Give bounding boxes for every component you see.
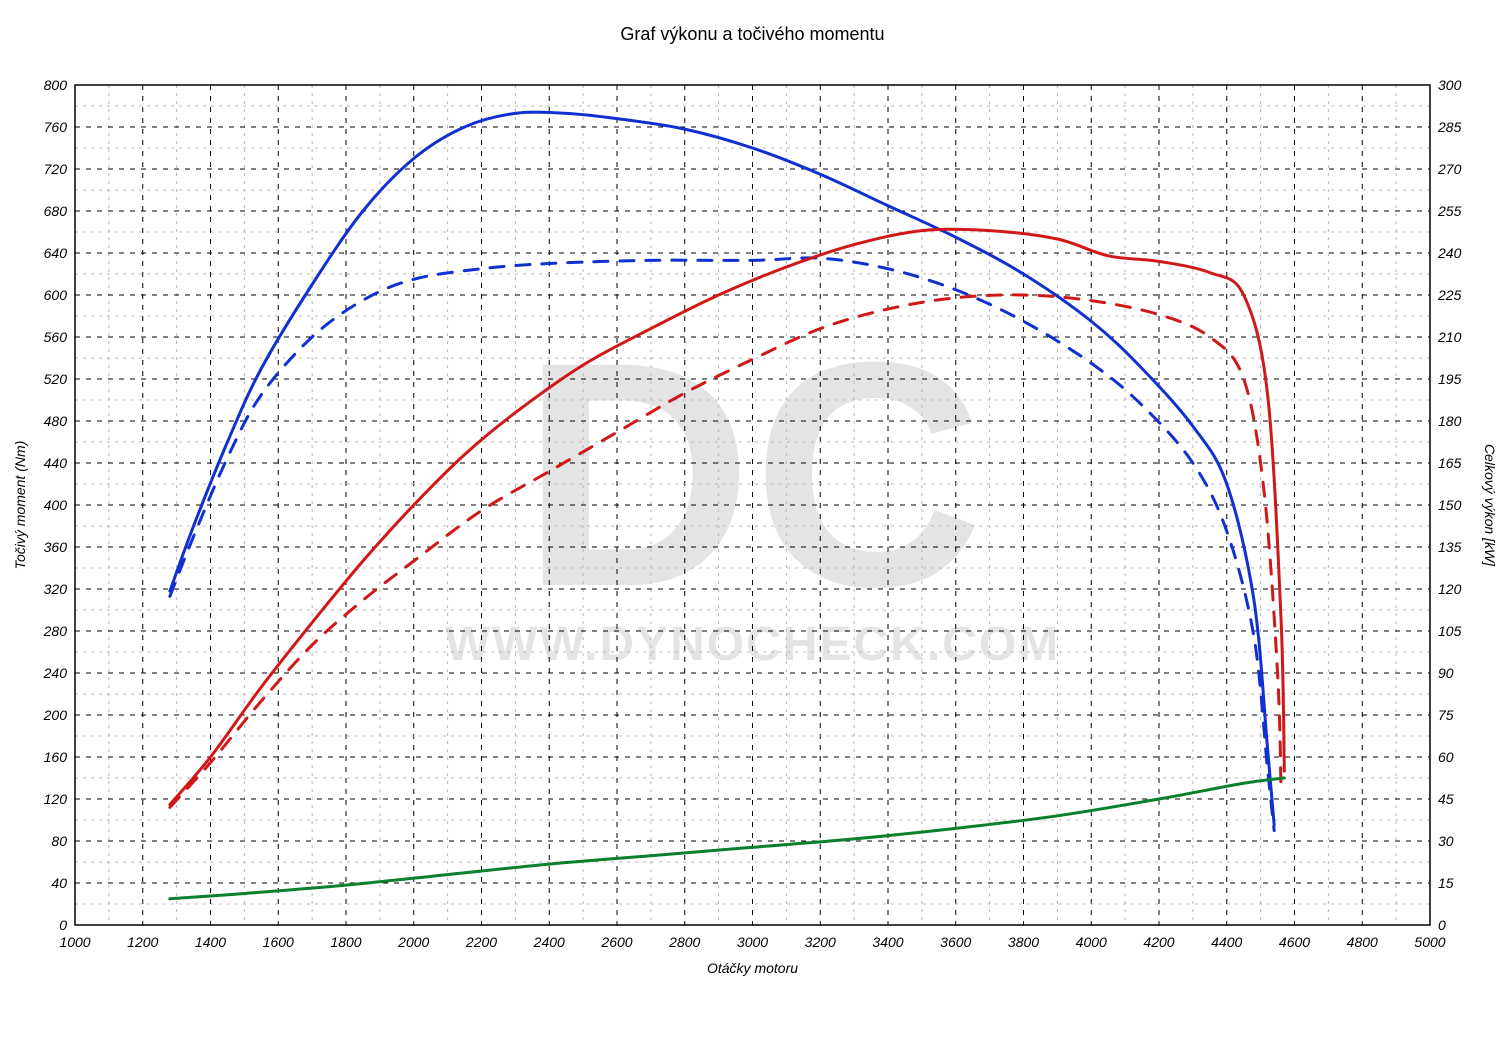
y-left-tick-label: 120 [44, 791, 68, 807]
y-left-tick-label: 720 [44, 161, 68, 177]
x-tick-label: 2800 [668, 934, 700, 950]
chart-title: Graf výkonu a točivého momentu [620, 24, 884, 44]
y-left-tick-label: 40 [51, 875, 67, 891]
y-right-tick-label: 90 [1438, 665, 1454, 681]
x-tick-label: 4400 [1211, 934, 1242, 950]
x-tick-label: 3000 [737, 934, 768, 950]
y-right-tick-label: 0 [1438, 917, 1446, 933]
x-tick-label: 4800 [1347, 934, 1378, 950]
x-tick-label: 4600 [1279, 934, 1310, 950]
y-left-tick-label: 160 [44, 749, 68, 765]
x-tick-label: 2000 [397, 934, 429, 950]
y-right-tick-label: 255 [1437, 203, 1462, 219]
x-tick-label: 3600 [940, 934, 971, 950]
y-right-tick-label: 120 [1438, 581, 1462, 597]
y-right-tick-label: 165 [1438, 455, 1462, 471]
y-left-tick-label: 640 [44, 245, 68, 261]
x-tick-label: 4000 [1076, 934, 1107, 950]
y-left-tick-label: 320 [44, 581, 68, 597]
y-left-tick-label: 0 [59, 917, 67, 933]
y-left-tick-label: 280 [43, 623, 68, 639]
y-right-tick-label: 75 [1438, 707, 1454, 723]
x-tick-label: 1000 [59, 934, 90, 950]
y-left-tick-label: 800 [44, 77, 68, 93]
y-left-tick-label: 440 [44, 455, 68, 471]
x-tick-label: 5000 [1414, 934, 1445, 950]
y-right-tick-label: 15 [1438, 875, 1454, 891]
x-axis-label: Otáčky motoru [707, 960, 798, 976]
x-tick-label: 3200 [805, 934, 836, 950]
x-tick-label: 1600 [263, 934, 294, 950]
x-tick-label: 2600 [600, 934, 632, 950]
y-right-tick-label: 270 [1437, 161, 1462, 177]
y-left-tick-label: 80 [51, 833, 67, 849]
y-left-tick-label: 200 [43, 707, 68, 723]
y-right-tick-label: 285 [1437, 119, 1462, 135]
y-right-tick-label: 300 [1438, 77, 1462, 93]
x-tick-label: 3400 [872, 934, 903, 950]
y-right-tick-label: 210 [1437, 329, 1462, 345]
chart-svg: DCWWW.DYNOCHECK.COM100012001400160018002… [0, 0, 1500, 1040]
y-right-axis-label: Celkový výkon [kW] [1482, 444, 1498, 567]
y-left-tick-label: 480 [44, 413, 68, 429]
y-right-tick-label: 135 [1438, 539, 1462, 555]
y-left-tick-label: 360 [44, 539, 68, 555]
y-left-tick-label: 760 [44, 119, 68, 135]
y-left-tick-label: 520 [44, 371, 68, 387]
x-tick-label: 1200 [127, 934, 158, 950]
x-tick-label: 1800 [330, 934, 361, 950]
y-right-tick-label: 180 [1438, 413, 1462, 429]
x-tick-label: 2200 [465, 934, 497, 950]
y-right-tick-label: 30 [1438, 833, 1454, 849]
y-left-axis-label: Točivý moment (Nm) [12, 441, 28, 570]
y-right-tick-label: 195 [1438, 371, 1462, 387]
x-tick-label: 3800 [1008, 934, 1039, 950]
chart-container: DCWWW.DYNOCHECK.COM100012001400160018002… [0, 0, 1500, 1040]
y-left-tick-label: 680 [44, 203, 68, 219]
y-left-tick-label: 560 [44, 329, 68, 345]
x-tick-label: 1400 [195, 934, 226, 950]
y-left-tick-label: 400 [44, 497, 68, 513]
y-right-tick-label: 225 [1437, 287, 1462, 303]
y-right-tick-label: 45 [1438, 791, 1454, 807]
y-right-tick-label: 240 [1437, 245, 1462, 261]
y-right-tick-label: 150 [1438, 497, 1462, 513]
y-right-tick-label: 60 [1438, 749, 1454, 765]
x-tick-label: 2400 [533, 934, 565, 950]
x-tick-label: 4200 [1143, 934, 1174, 950]
y-right-tick-label: 105 [1438, 623, 1462, 639]
y-left-tick-label: 600 [44, 287, 68, 303]
y-left-tick-label: 240 [43, 665, 68, 681]
